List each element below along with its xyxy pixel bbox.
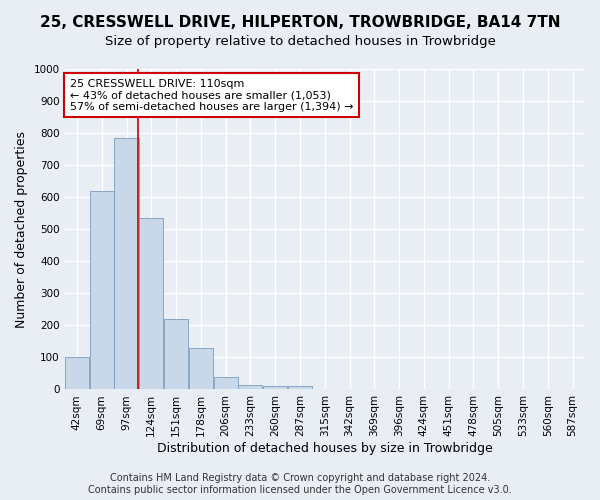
Bar: [189, 348, 213, 390]
Bar: [214, 376, 238, 390]
Text: 25 CRESSWELL DRIVE: 110sqm
← 43% of detached houses are smaller (1,053)
57% of s: 25 CRESSWELL DRIVE: 110sqm ← 43% of deta…: [70, 78, 353, 112]
Text: Contains HM Land Registry data © Crown copyright and database right 2024.
Contai: Contains HM Land Registry data © Crown c…: [88, 474, 512, 495]
Bar: [164, 319, 188, 390]
Bar: [89, 191, 114, 390]
X-axis label: Distribution of detached houses by size in Trowbridge: Distribution of detached houses by size …: [157, 442, 493, 455]
Bar: [65, 358, 89, 390]
Y-axis label: Number of detached properties: Number of detached properties: [15, 130, 28, 328]
Bar: [263, 386, 287, 390]
Bar: [288, 386, 312, 390]
Bar: [115, 138, 139, 390]
Text: 25, CRESSWELL DRIVE, HILPERTON, TROWBRIDGE, BA14 7TN: 25, CRESSWELL DRIVE, HILPERTON, TROWBRID…: [40, 15, 560, 30]
Text: Size of property relative to detached houses in Trowbridge: Size of property relative to detached ho…: [104, 35, 496, 48]
Bar: [139, 218, 163, 390]
Bar: [238, 384, 262, 390]
